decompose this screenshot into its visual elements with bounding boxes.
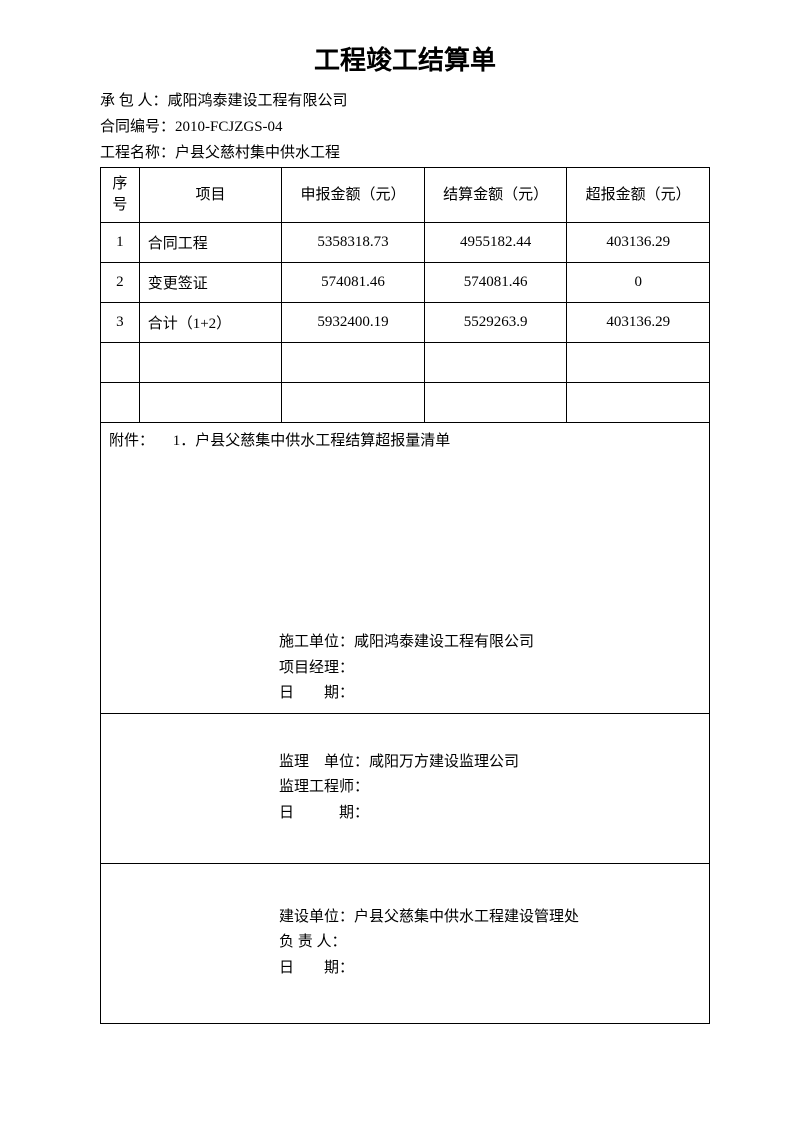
supervision-date-label: 日 期：: [279, 805, 369, 821]
supervision-row: 监理 单位：咸阳万方建设监理公司 监理工程师： 日 期：: [101, 713, 710, 863]
contractor-label: 承 包 人：: [100, 93, 168, 109]
cell-declared: 5358318.73: [282, 223, 425, 263]
construction-date-label: 日 期：: [279, 685, 354, 701]
owner-date-label: 日 期：: [279, 960, 354, 976]
col-seq-header: 序号: [101, 168, 140, 223]
supervision-engineer-label: 监理工程师：: [279, 779, 369, 795]
construction-unit: 咸阳鸿泰建设工程有限公司: [354, 634, 534, 650]
contract-no-line: 合同编号：2010-FCJZGS-04: [100, 115, 710, 139]
supervision-unit: 咸阳万方建设监理公司: [369, 754, 519, 770]
table-row: 1 合同工程 5358318.73 4955182.44 403136.29: [101, 223, 710, 263]
cell-seq: 2: [101, 263, 140, 303]
table-empty-row: [101, 383, 710, 423]
cell-over: 0: [567, 263, 710, 303]
owner-unit: 户县父慈集中供水工程建设管理处: [354, 909, 579, 925]
contractor-line: 承 包 人：咸阳鸿泰建设工程有限公司: [100, 89, 710, 113]
cell-settled: 574081.46: [424, 263, 567, 303]
cell-item: 变更签证: [139, 263, 282, 303]
contractor-value: 咸阳鸿泰建设工程有限公司: [168, 93, 348, 109]
cell-over: 403136.29: [567, 303, 710, 343]
table-empty-row: [101, 343, 710, 383]
cell-declared: 574081.46: [282, 263, 425, 303]
cell-item: 合计（1+2）: [139, 303, 282, 343]
contract-no-value: 2010-FCJZGS-04: [175, 119, 283, 135]
table-row: 2 变更签证 574081.46 574081.46 0: [101, 263, 710, 303]
col-declared-header: 申报金额（元）: [282, 168, 425, 223]
cell-over: 403136.29: [567, 223, 710, 263]
owner-person-label: 负 责 人：: [279, 934, 347, 950]
table-row: 3 合计（1+2） 5932400.19 5529263.9 403136.29: [101, 303, 710, 343]
contract-no-label: 合同编号：: [100, 119, 175, 135]
construction-manager-label: 项目经理：: [279, 660, 354, 676]
cell-declared: 5932400.19: [282, 303, 425, 343]
col-over-header: 超报金额（元）: [567, 168, 710, 223]
project-name-value: 户县父慈村集中供水工程: [175, 145, 340, 161]
project-name-line: 工程名称：户县父慈村集中供水工程: [100, 141, 710, 165]
table-header-row: 序号 项目 申报金额（元） 结算金额（元） 超报金额（元）: [101, 168, 710, 223]
supervision-unit-label: 监理 单位：: [279, 754, 369, 770]
attachment-row: 附件： 1．户县父慈集中供水工程结算超报量清单 施工单位：咸阳鸿泰建设工程有限公…: [101, 423, 710, 714]
cell-settled: 4955182.44: [424, 223, 567, 263]
owner-unit-label: 建设单位：: [279, 909, 354, 925]
col-settled-header: 结算金额（元）: [424, 168, 567, 223]
cell-item: 合同工程: [139, 223, 282, 263]
cell-seq: 1: [101, 223, 140, 263]
project-name-label: 工程名称：: [100, 145, 175, 161]
attachment-label: 附件：: [109, 433, 154, 449]
col-item-header: 项目: [139, 168, 282, 223]
owner-row: 建设单位：户县父慈集中供水工程建设管理处 负 责 人： 日 期：: [101, 863, 710, 1023]
settlement-table: 序号 项目 申报金额（元） 结算金额（元） 超报金额（元） 1 合同工程 535…: [100, 167, 710, 1024]
construction-unit-label: 施工单位：: [279, 634, 354, 650]
cell-seq: 3: [101, 303, 140, 343]
attachment-text: 1．户县父慈集中供水工程结算超报量清单: [173, 433, 451, 449]
cell-settled: 5529263.9: [424, 303, 567, 343]
page-title: 工程竣工结算单: [100, 40, 710, 77]
